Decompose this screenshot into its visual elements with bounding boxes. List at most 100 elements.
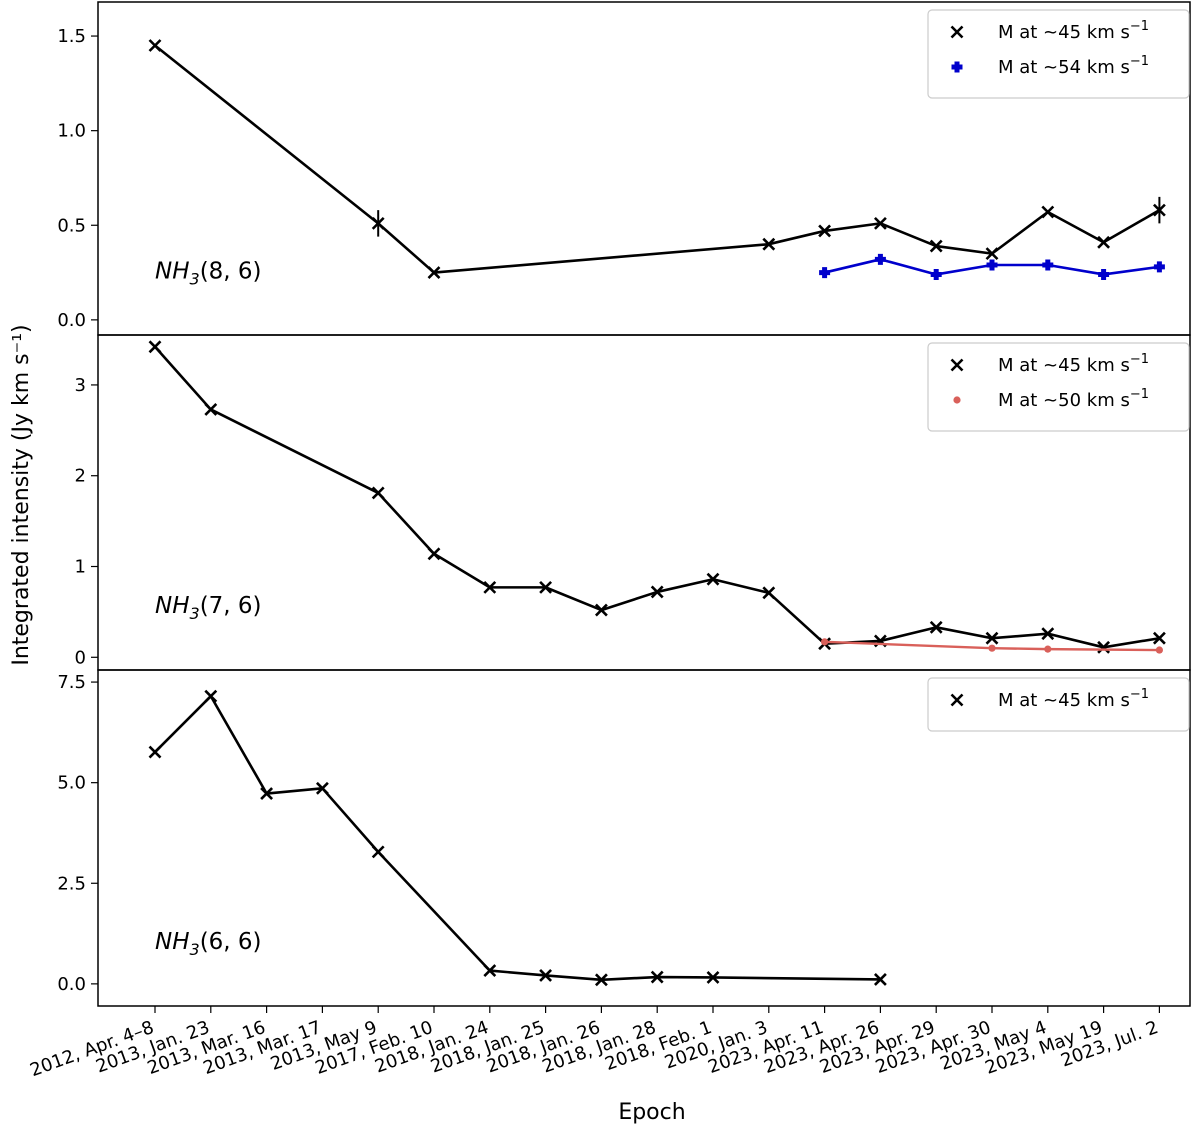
y-tick-label: 0.5 [57,215,86,236]
y-tick-label: 0.0 [57,974,86,995]
panel-label-subscript: 3 [190,940,200,959]
y-tick-label: 1.5 [57,26,86,47]
panel-label-main: NH [155,929,190,955]
data-point [873,973,887,986]
y-tick-label: 0.0 [57,310,86,331]
data-point [930,268,942,280]
panel-label: NH3(7, 6) [155,593,262,623]
panel-label-main: NH [155,593,190,619]
panel-label: NH3(8, 6) [155,258,262,288]
data-point [204,689,218,703]
panel-label-main: NH [155,258,190,284]
legend: M at ~45 km s−1M at ~54 km s−1 [927,9,1190,99]
series-line [824,640,1160,652]
legend-label-superscript: −1 [1130,19,1149,34]
legend-label-main: M at ~54 km s [998,57,1130,78]
panel-3: 0.0 2.5 5.0 7.5 NH3(6, 6) M at ~45 km s−1 [57,669,1191,1007]
panel-label: NH3(6, 6) [155,929,262,959]
data-point [371,845,385,859]
data-point [427,266,441,279]
panel-label-args: (6, 6) [200,929,262,955]
y-axis-title-main: Integrated intensity (Jy km s⁻¹) [9,324,34,665]
legend-marker [950,25,964,39]
legend-frame [927,342,1190,432]
legend: M at ~45 km s−1 [927,677,1190,732]
data-point [985,631,999,645]
data-point [1098,268,1110,280]
panel-frame [97,669,1191,1007]
y-tick-label: 7.5 [57,672,86,693]
data-point [650,970,664,984]
legend-marker [950,358,964,372]
legend-label: M at ~54 km s−1 [998,54,1149,78]
data-point [148,745,162,759]
legend-label-main: M at ~50 km s [998,390,1130,411]
data-point [371,486,385,500]
series-1 [148,340,1166,654]
data-point [1152,631,1166,645]
legend-label-main: M at ~45 km s [998,690,1130,711]
series-line [154,694,881,982]
data-point [1044,645,1052,653]
series-2 [819,253,1165,280]
data-point [762,586,776,600]
legend-frame [927,9,1190,99]
data-point [988,644,996,652]
y-tick-label: 1.0 [57,121,86,142]
data-point [204,403,218,416]
legend-marker [953,396,961,404]
data-point [1041,627,1055,641]
legend-label-superscript: −1 [1130,387,1149,402]
data-point [1097,235,1111,249]
data-point [706,971,720,984]
y-tick-label: 0 [75,647,86,668]
data-point [483,964,497,978]
legend-label-superscript: −1 [1130,352,1149,367]
data-point [1042,259,1054,271]
series-2 [821,638,1163,654]
y-axis-title: Integrated intensity (Jy km s⁻¹) [9,324,34,665]
data-point [706,572,720,586]
y-tick-label: 3 [75,375,86,396]
data-point [762,237,776,251]
data-point [1041,205,1055,219]
panel-label-subscript: 3 [190,269,200,288]
y-tick-label: 1 [75,557,86,578]
panel-label-args: (7, 6) [200,593,262,619]
data-point [821,638,829,646]
data-point [594,603,608,617]
data-point [260,787,274,800]
data-point [539,580,553,594]
data-point [873,216,887,230]
series-1 [148,39,1166,279]
x-axis-title: Epoch [618,1100,685,1125]
data-point [1155,646,1163,654]
legend-label-main: M at ~45 km s [998,22,1130,43]
data-point [818,224,832,238]
data-point [986,259,998,271]
legend-label-main: M at ~45 km s [998,355,1130,376]
legend-label-superscript: −1 [1130,54,1149,69]
data-point [148,340,162,354]
data-point [539,968,553,982]
data-point [1097,640,1111,654]
legend-label: M at ~45 km s−1 [998,687,1149,711]
data-point [1153,261,1165,273]
data-point [427,547,441,561]
data-point [929,620,943,634]
data-point [148,39,162,52]
y-tick-label: 2 [75,466,86,487]
data-point [1152,203,1166,217]
legend: M at ~45 km s−1M at ~50 km s−1 [927,342,1190,432]
legend-marker [950,693,964,707]
data-point [650,585,664,599]
data-point [874,253,886,265]
data-point [929,239,943,253]
data-point [819,267,831,279]
legend-label: M at ~45 km s−1 [998,352,1149,376]
